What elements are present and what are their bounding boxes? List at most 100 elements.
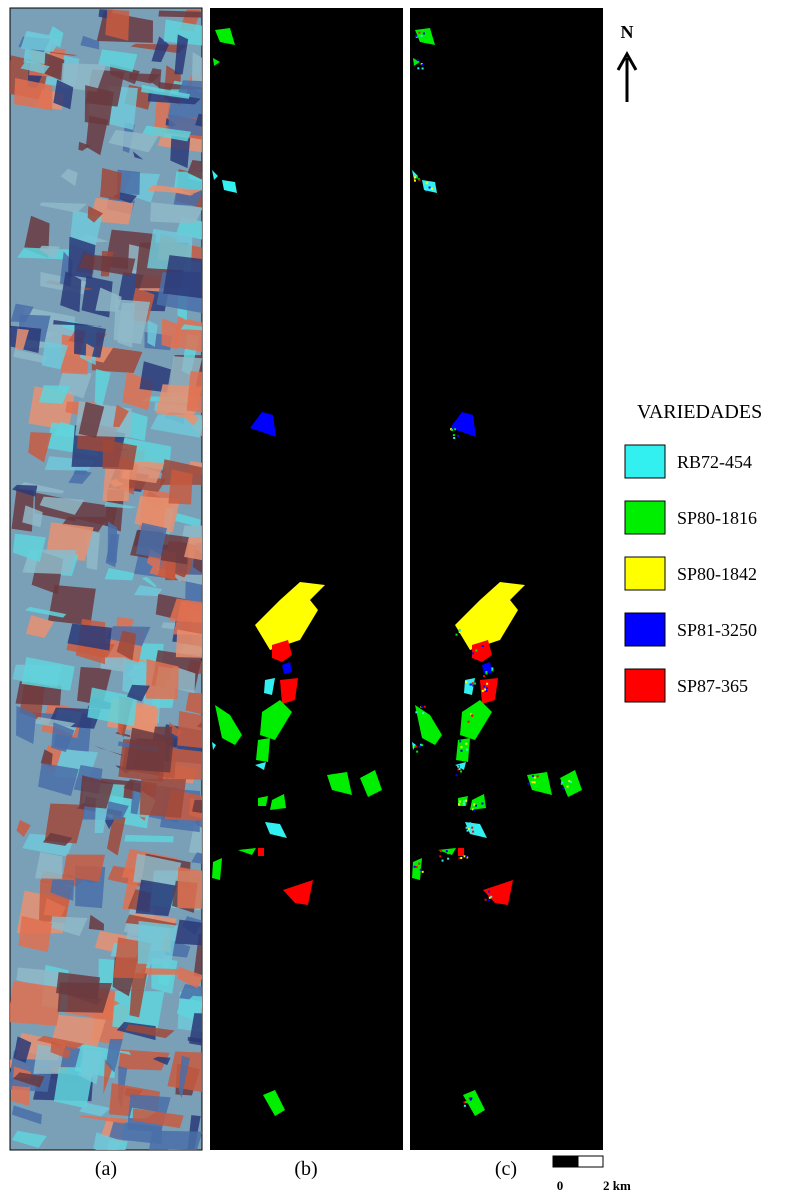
speckle (446, 850, 448, 852)
speckle (454, 428, 456, 430)
speckle (469, 822, 471, 824)
speckle (488, 895, 490, 897)
speckle (472, 721, 474, 723)
speckle (562, 787, 564, 789)
speckle (527, 783, 529, 785)
scale-bar (578, 1156, 603, 1167)
speckle (459, 740, 461, 742)
speckle (486, 673, 488, 675)
speckle (440, 850, 442, 852)
speckle (488, 899, 490, 901)
speckle (419, 746, 421, 748)
field (148, 1131, 202, 1158)
speckle (424, 706, 426, 708)
scale-label: 0 (557, 1178, 564, 1193)
speckle (455, 634, 457, 636)
speckle (465, 856, 467, 858)
speckle (453, 437, 455, 439)
legend-swatch (625, 501, 665, 534)
speckle (465, 681, 467, 683)
field (58, 982, 112, 1012)
field (140, 779, 186, 818)
legend-label: SP81-3250 (677, 620, 757, 640)
legend-label: RB72-454 (677, 452, 752, 472)
legend-label: SP80-1816 (677, 508, 757, 528)
speckle (465, 1101, 467, 1103)
speckle (570, 781, 572, 783)
legend-title: VARIEDADES (637, 401, 762, 423)
speckle (463, 1101, 465, 1103)
speckle (420, 869, 422, 871)
speckle (422, 871, 424, 873)
field (138, 921, 178, 965)
speckle (486, 683, 488, 685)
speckle (534, 777, 536, 779)
speckle (421, 35, 423, 37)
scale-bar (553, 1156, 578, 1167)
speckle (485, 899, 487, 901)
speckle (425, 189, 427, 191)
speckle (472, 831, 474, 833)
speckle (466, 749, 468, 751)
speckle (491, 667, 493, 669)
speckle (465, 800, 467, 802)
speckle (421, 64, 423, 66)
legend-swatch (625, 613, 665, 646)
scale-label: 2 km (603, 1178, 631, 1193)
field (152, 1149, 187, 1195)
speckle (458, 803, 460, 805)
speckle (491, 669, 493, 671)
speckle (459, 630, 461, 632)
legend: RB72-454 SP80-1816 SP80-1842 SP81-3250 SP87-… (625, 445, 757, 702)
speckle (488, 891, 490, 893)
speckle (414, 866, 416, 868)
speckle (473, 810, 475, 812)
speckle (453, 434, 455, 436)
speckle (458, 625, 460, 627)
speckle (456, 774, 458, 776)
speckle (490, 671, 492, 673)
field (158, 10, 210, 17)
speckle (474, 683, 476, 685)
speckle (567, 786, 569, 788)
speckle (419, 179, 421, 181)
speckle (465, 721, 467, 723)
speckle (466, 827, 468, 829)
speckle (416, 177, 418, 179)
speckle (460, 770, 462, 772)
speckle (415, 746, 417, 748)
speckle (483, 675, 485, 677)
field (7, 981, 63, 1026)
field (167, 1150, 205, 1193)
speckle (447, 852, 449, 854)
speckle (418, 863, 420, 865)
speckle (463, 800, 465, 802)
legend-label: SP80-1842 (677, 564, 757, 584)
speckle (472, 685, 474, 687)
speckle (462, 850, 464, 852)
speckle (457, 766, 459, 768)
speckle (482, 645, 484, 647)
speckle (421, 744, 423, 746)
speckle (418, 714, 420, 716)
speckle (479, 647, 481, 649)
speckle (459, 801, 461, 803)
speckle (426, 182, 428, 184)
speckle (416, 866, 418, 868)
speckle (423, 32, 425, 34)
speckle (471, 714, 473, 716)
legend-label: SP87-365 (677, 676, 748, 696)
speckle (531, 781, 533, 783)
legend-swatch (625, 445, 665, 478)
speckle (472, 682, 474, 684)
speckle (442, 860, 444, 862)
panel-label: (a) (95, 1158, 117, 1180)
speckle (458, 857, 460, 859)
speckle (481, 803, 483, 805)
speckle (465, 743, 467, 745)
speckle (457, 435, 459, 437)
speckle (414, 176, 416, 178)
speckle (429, 186, 431, 188)
speckle (459, 768, 461, 770)
panel-label: (b) (294, 1158, 317, 1180)
